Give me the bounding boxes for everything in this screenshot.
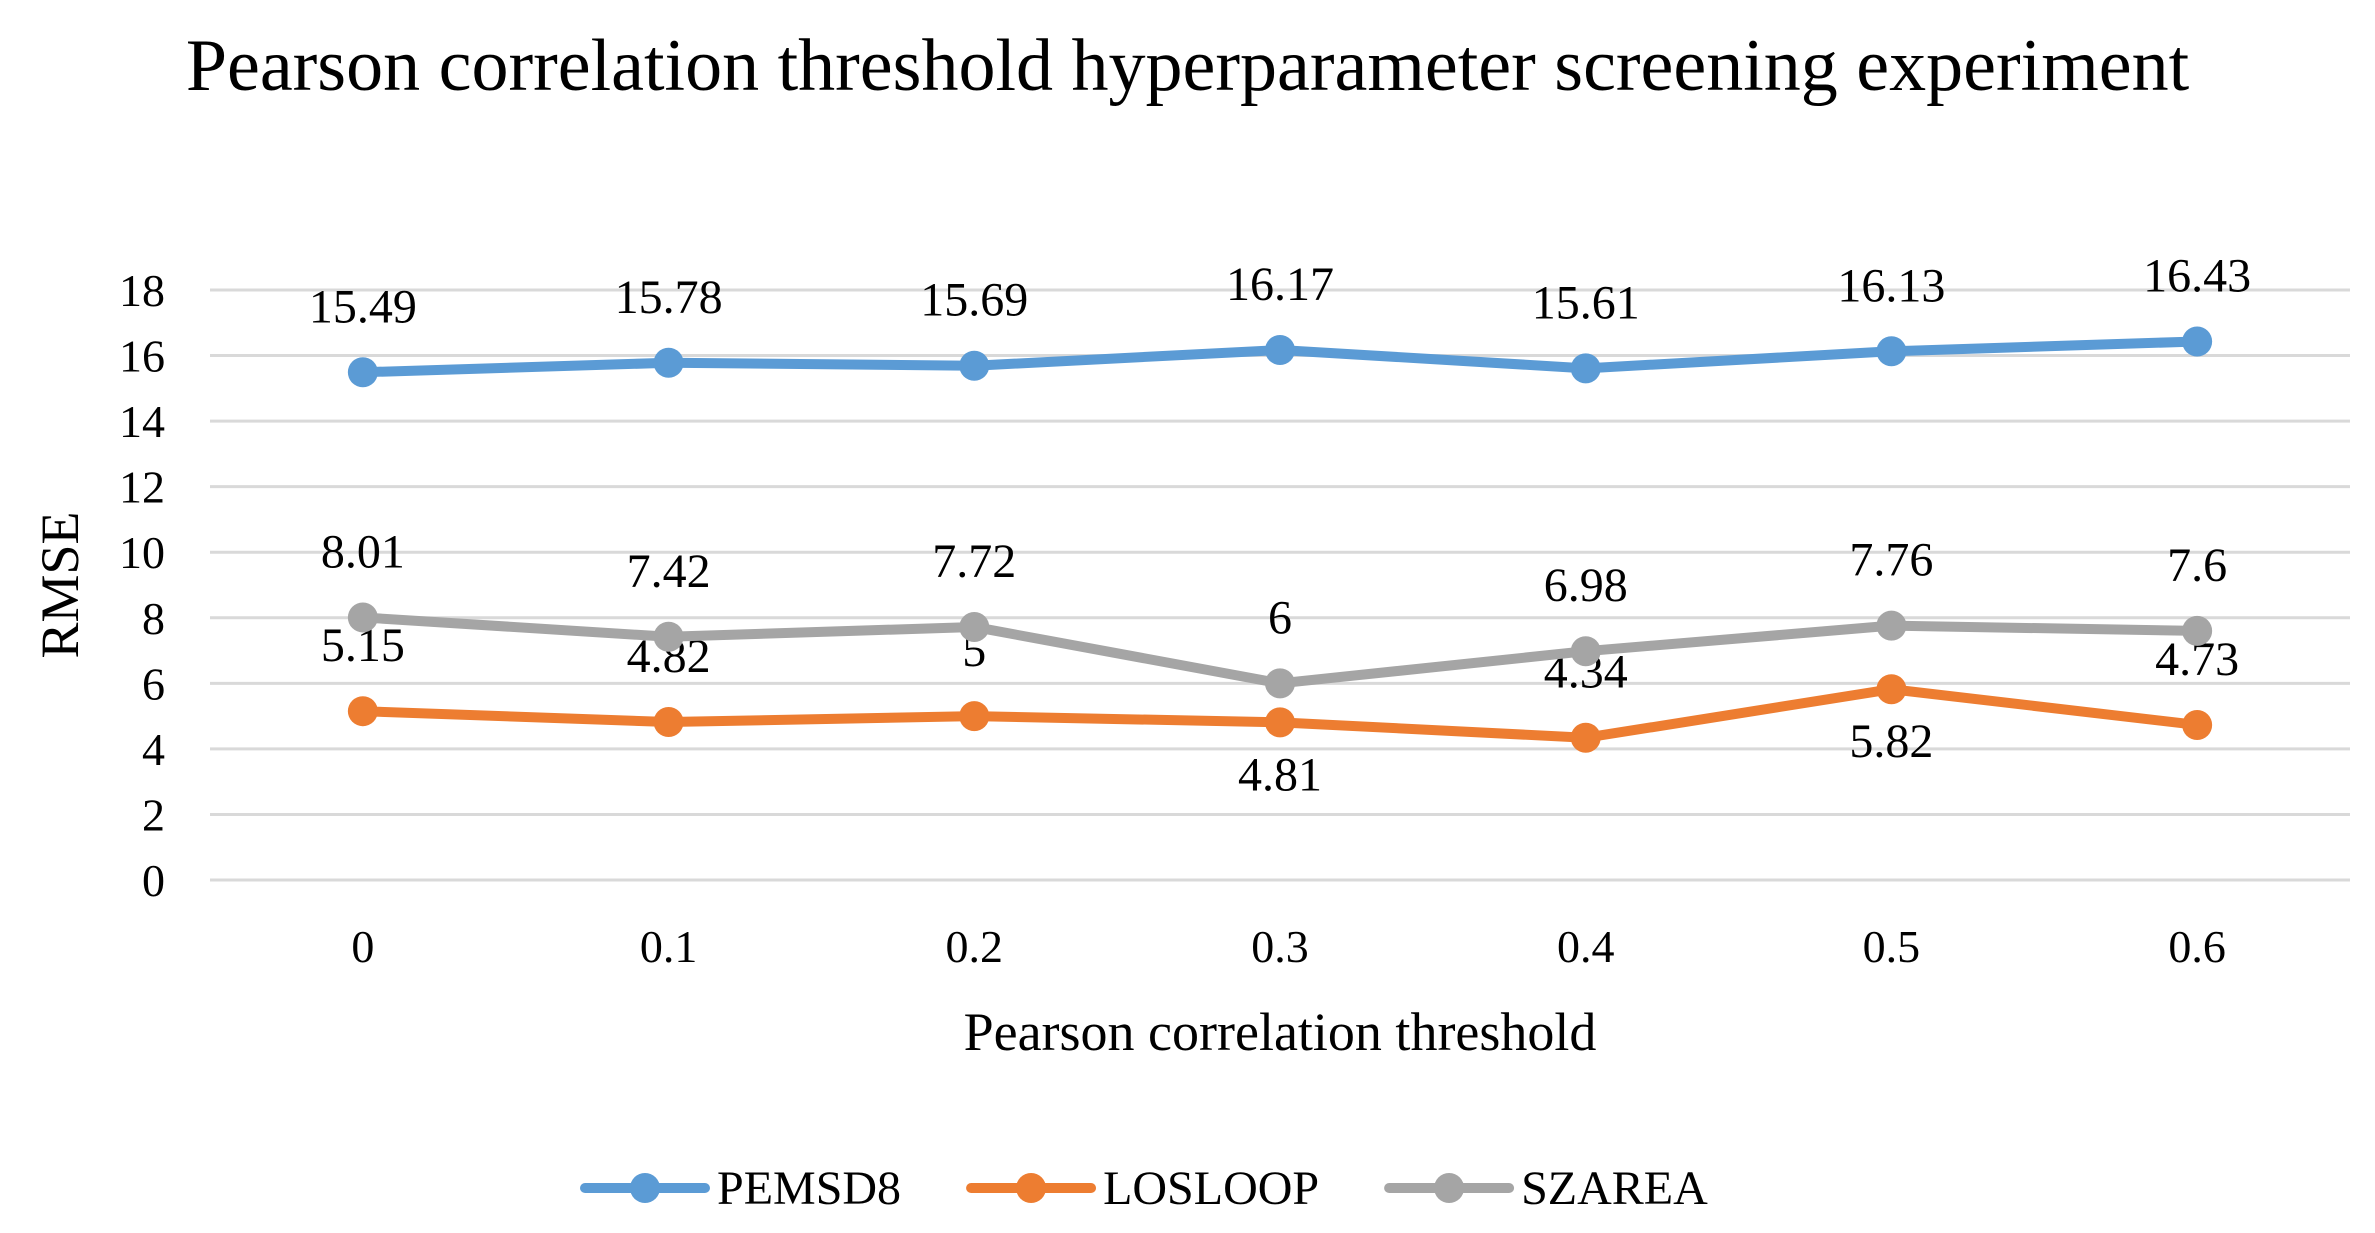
- data-point: [653, 347, 684, 378]
- data-label: 6.98: [1544, 559, 1628, 612]
- series-layer: 15.49 15.78 15.69 16.17 15.61 16.13 16.43 5.15 4…: [309, 249, 2251, 801]
- data-label: 8.01: [321, 525, 405, 578]
- chart-title: Pearson correlation threshold hyperparam…: [185, 25, 2190, 107]
- y-axis-title: RMSE: [30, 511, 90, 658]
- data-label: 15.61: [1532, 276, 1640, 329]
- legend-item-losloop: LOSLOOP: [966, 1162, 1319, 1215]
- y-tick-label: 2: [142, 789, 165, 840]
- data-point: [2182, 326, 2213, 357]
- data-label: 15.69: [920, 274, 1028, 327]
- data-label: 16.17: [1226, 258, 1334, 311]
- data-label: 15.49: [309, 280, 417, 333]
- x-axis-ticks: 0 0.1 0.2 0.3 0.4 0.5 0.6: [351, 921, 2226, 972]
- data-label: 5.82: [1849, 715, 1933, 768]
- data-point: [1265, 707, 1295, 738]
- data-point: [1876, 336, 1907, 367]
- data-label: 16.13: [1837, 259, 1945, 312]
- data-point: [959, 350, 990, 381]
- gridlines: [210, 288, 2350, 882]
- legend-marker: [1016, 1173, 1047, 1203]
- x-tick-label: 0.2: [946, 921, 1004, 972]
- y-tick-label: 4: [142, 724, 165, 775]
- data-point: [1876, 610, 1907, 641]
- legend-item-pemsd8: PEMSD8: [580, 1162, 901, 1215]
- legend-item-szarea: SZAREA: [1384, 1162, 1708, 1215]
- data-point: [1570, 636, 1601, 667]
- data-label: 7.42: [627, 545, 711, 598]
- x-tick-label: 0.3: [1251, 921, 1309, 972]
- data-label: 6: [1268, 591, 1292, 644]
- x-tick-label: 0.6: [2168, 921, 2226, 972]
- x-tick-label: 0.1: [640, 921, 698, 972]
- x-tick-label: 0.4: [1557, 921, 1615, 972]
- y-tick-label: 16: [119, 331, 165, 382]
- series-losloop: 5.15 4.82 54.814.345.824.73: [321, 619, 2239, 801]
- data-point: [653, 707, 684, 738]
- data-label: 7.72: [932, 535, 1016, 588]
- series-szarea: 8.01 7.42 7.72 6 6.98 7.76 7.6: [321, 525, 2227, 699]
- data-label: 7.6: [2167, 539, 2227, 592]
- data-point: [1876, 674, 1907, 705]
- y-tick-label: 0: [142, 855, 165, 906]
- legend-label: SZAREA: [1521, 1162, 1708, 1215]
- data-point: [1570, 353, 1601, 384]
- y-tick-label: 18: [119, 265, 165, 316]
- data-point: [1265, 668, 1295, 699]
- y-axis-ticks: 0 2 4 6 8 10 12 14 16 18: [119, 265, 165, 906]
- data-point: [347, 357, 378, 388]
- legend-marker: [630, 1173, 660, 1203]
- legend-label: LOSLOOP: [1103, 1162, 1319, 1215]
- series-pemsd8: 15.49 15.78 15.69 16.17 15.61 16.13 16.43: [309, 249, 2251, 388]
- legend-label: PEMSD8: [717, 1162, 901, 1215]
- y-tick-label: 12: [119, 462, 165, 513]
- x-tick-label: 0: [351, 921, 374, 972]
- data-point: [653, 621, 684, 652]
- data-label: 15.78: [615, 271, 723, 324]
- data-point: [2182, 709, 2213, 740]
- data-point: [347, 696, 378, 727]
- data-label: 4.81: [1238, 748, 1322, 801]
- y-tick-label: 10: [119, 527, 165, 578]
- legend-marker: [1434, 1173, 1465, 1203]
- data-point: [1265, 334, 1295, 365]
- data-label: 16.43: [2143, 249, 2251, 302]
- x-tick-label: 0.5: [1863, 921, 1921, 972]
- y-tick-label: 14: [119, 396, 165, 447]
- data-point: [1570, 722, 1601, 753]
- data-point: [959, 611, 990, 642]
- data-point: [2182, 615, 2213, 646]
- x-axis-title: Pearson correlation threshold: [964, 1002, 1597, 1062]
- y-tick-label: 6: [142, 658, 165, 709]
- legend: PEMSD8 LOSLOOP SZAREA: [580, 1162, 1708, 1215]
- data-point: [959, 701, 990, 732]
- data-point: [347, 602, 378, 633]
- y-tick-label: 8: [142, 593, 165, 644]
- data-label: 7.76: [1849, 534, 1933, 587]
